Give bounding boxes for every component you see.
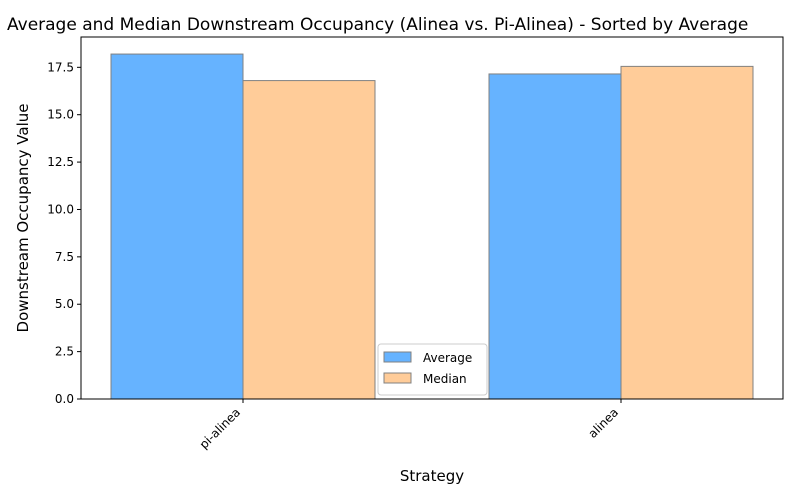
y-tick-label: 0.0 <box>55 392 74 406</box>
y-tick-label: 10.0 <box>47 202 74 216</box>
y-tick-label: 7.5 <box>55 250 74 264</box>
bars-group <box>110 53 754 400</box>
legend: Average Median <box>377 343 488 396</box>
x-tick-label-pi-alinea: pi-alinea <box>197 405 243 451</box>
y-tick-label: 17.5 <box>47 60 74 74</box>
legend-swatch-median <box>383 372 412 384</box>
bar-median-alinea <box>620 65 754 400</box>
x-axis-label: Strategy <box>400 467 464 485</box>
y-tick-label: 2.5 <box>55 345 74 359</box>
y-tick-label: 5.0 <box>55 297 74 311</box>
legend-swatch-average <box>383 351 412 363</box>
y-axis-label: Downstream Occupancy Value <box>14 104 32 333</box>
legend-label-median: Median <box>423 372 467 386</box>
y-axis: 0.0 2.5 5.0 7.5 10.0 12.5 15.0 17.5 <box>47 60 81 406</box>
y-tick-label: 15.0 <box>47 108 74 122</box>
x-axis: pi-alinea alinea <box>197 399 622 452</box>
bar-median-pi-alinea <box>242 80 376 400</box>
chart-title: Average and Median Downstream Occupancy … <box>7 15 748 35</box>
bar-average-pi-alinea <box>110 53 244 400</box>
x-tick-label-alinea: alinea <box>586 405 622 441</box>
y-tick-label: 12.5 <box>47 155 74 169</box>
bar-average-alinea <box>488 73 622 400</box>
legend-label-average: Average <box>423 351 472 365</box>
plot-frame <box>80 36 784 400</box>
